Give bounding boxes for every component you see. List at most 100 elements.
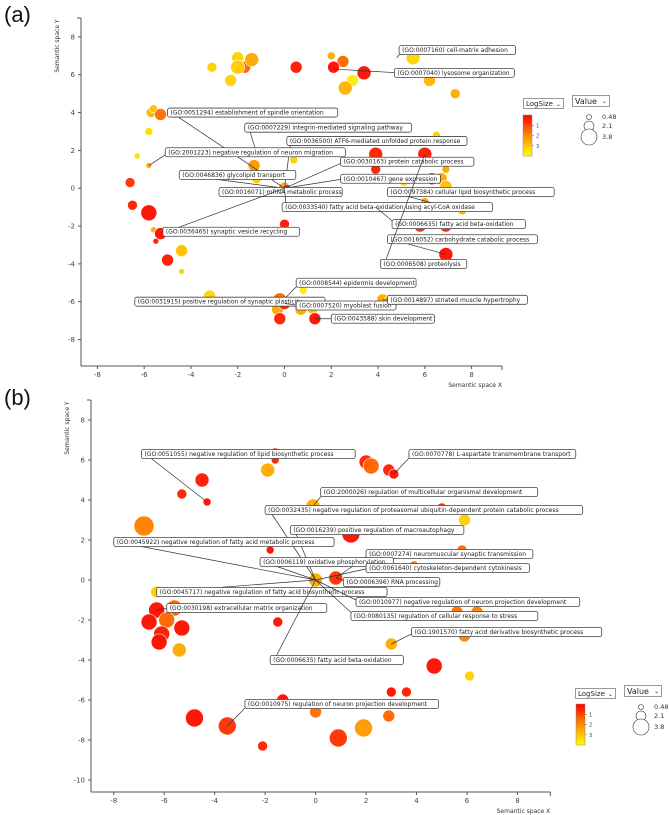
logsize-select-a[interactable]: LogSize ⌄ bbox=[523, 98, 564, 109]
go-term-label: (GO:0006396) RNA processing bbox=[346, 579, 438, 586]
x-tick-label: -6 bbox=[161, 797, 169, 805]
go-term-label: (GO:0061640) cytoskeleton-dependent cyto… bbox=[369, 565, 522, 572]
y-axis-title: Semantic space Y bbox=[64, 401, 71, 455]
bubble bbox=[173, 619, 191, 637]
color-scale-bar bbox=[522, 114, 533, 157]
label-connector bbox=[273, 579, 316, 661]
y-tick-label: 2 bbox=[71, 147, 75, 155]
y-tick-label: -2 bbox=[68, 223, 75, 231]
label-connector bbox=[384, 154, 426, 264]
chevron-down-icon: ⌄ bbox=[601, 98, 607, 105]
go-term-label: (GO:0030198) extracellular matrix organi… bbox=[170, 605, 313, 612]
x-tick-label: 4 bbox=[414, 797, 419, 805]
value-select-a[interactable]: Value ⌄ bbox=[572, 95, 610, 107]
go-term-label: (GO:1901570) fatty acid derivative biosy… bbox=[414, 629, 583, 636]
label-connector bbox=[166, 187, 285, 233]
label-box bbox=[379, 258, 468, 269]
label-box bbox=[408, 449, 577, 459]
x-tick-label: -6 bbox=[141, 371, 149, 379]
go-term-label: (GO:0070778) L-aspartate transmembrane t… bbox=[412, 451, 571, 458]
y-tick-label: 8 bbox=[71, 33, 75, 41]
label-connector bbox=[145, 453, 208, 503]
panel-label-a: (a) bbox=[4, 2, 31, 27]
color-scale-tick-label: 1 bbox=[589, 712, 592, 718]
color-scale-tick-label: 1 bbox=[536, 123, 539, 129]
go-term-label: (GO:0097384) cellular lipid biosynthetic… bbox=[390, 189, 535, 196]
bubble bbox=[172, 642, 187, 658]
label-box bbox=[295, 277, 417, 288]
bubble bbox=[133, 152, 141, 160]
label-box bbox=[340, 156, 475, 167]
y-tick-label: -8 bbox=[78, 737, 85, 745]
x-tick-label: -4 bbox=[211, 797, 219, 805]
label-box bbox=[244, 699, 439, 709]
label-box bbox=[320, 487, 539, 497]
y-tick-label: 4 bbox=[71, 109, 76, 117]
logsize-select-a-label: LogSize bbox=[526, 100, 553, 108]
value-select-b-label: Value bbox=[627, 687, 649, 696]
go-term-label: (GO:0080135) regulation of cellular resp… bbox=[354, 613, 517, 620]
bubble bbox=[272, 616, 284, 628]
bubble bbox=[158, 611, 176, 629]
go-term-label: (GO:0010467) gene expression bbox=[344, 176, 438, 183]
bubble bbox=[150, 633, 168, 651]
label-box bbox=[355, 597, 581, 607]
label-connector bbox=[284, 161, 345, 189]
bubble bbox=[425, 657, 443, 675]
size-legend-label: 3.8 bbox=[654, 723, 664, 731]
label-box bbox=[330, 313, 435, 324]
go-term-label: (GO:0007040) lysosome organization bbox=[397, 70, 509, 77]
bubble bbox=[124, 177, 136, 188]
x-tick-label: 0 bbox=[313, 797, 317, 805]
value-select-b[interactable]: Value ⌄ bbox=[624, 685, 662, 697]
label-box bbox=[164, 147, 346, 158]
go-term-label: (GO:0046836) glycolipid transport bbox=[182, 172, 285, 179]
size-legend-circle bbox=[586, 114, 592, 120]
logsize-select-b[interactable]: LogSize ⌄ bbox=[575, 688, 616, 699]
go-term-label: (GO:0006508) proteolysis bbox=[383, 261, 460, 268]
y-tick-label: 2 bbox=[81, 537, 85, 545]
y-axis-title: Semantic space Y bbox=[54, 19, 61, 73]
bubble bbox=[140, 613, 158, 631]
size-legend-label: 2.1 bbox=[654, 712, 664, 720]
y-tick-label: -8 bbox=[68, 336, 75, 344]
size-legend-circle bbox=[580, 128, 598, 146]
y-tick-label: -6 bbox=[78, 697, 86, 705]
y-tick-label: 4 bbox=[81, 497, 86, 505]
label-box bbox=[281, 202, 493, 213]
bubble bbox=[327, 60, 340, 74]
label-connector bbox=[315, 579, 356, 617]
x-tick-label: 8 bbox=[469, 371, 473, 379]
color-scale-tick-label: 2 bbox=[536, 134, 539, 140]
go-term-label: (GO:0032435) negative regulation of prot… bbox=[268, 507, 558, 514]
go-term-label: (GO:0031915) positive regulation of syna… bbox=[138, 299, 303, 306]
x-tick-label: 4 bbox=[376, 371, 381, 379]
go-term-label: (GO:2001223) negative regulation of neur… bbox=[168, 149, 333, 156]
label-box bbox=[141, 449, 356, 459]
bubble bbox=[247, 159, 261, 172]
go-term-label: (GO:0036465) synaptic vesicle recycling bbox=[166, 229, 288, 236]
x-tick-label: 8 bbox=[515, 797, 519, 805]
go-term-label: (GO:0006635) fatty acid beta-oxidation bbox=[395, 221, 514, 228]
bubble bbox=[326, 51, 336, 61]
color-scale-tick-label: 2 bbox=[589, 723, 592, 729]
bubble bbox=[329, 728, 348, 748]
color-scale-tick-label: 3 bbox=[536, 144, 539, 150]
label-box bbox=[289, 525, 465, 535]
bubble bbox=[206, 61, 218, 73]
value-select-a-label: Value bbox=[575, 97, 597, 106]
scatter-plot-a: -8 -6 -4 -2 0 2 4 6 8 -8 -6 -4 -2 0 2 4 6 8 Semantic space… bbox=[54, 17, 616, 389]
x-tick-label: -8 bbox=[94, 371, 101, 379]
label-connector bbox=[284, 178, 345, 189]
bubble bbox=[244, 52, 260, 67]
go-term-label: (GO:0007160) cell-matrix adhesion bbox=[402, 47, 508, 54]
go-term-label: (GO:2000026) regulation of multicellular… bbox=[324, 489, 523, 496]
y-tick-label: -4 bbox=[78, 657, 86, 665]
y-tick-label: 6 bbox=[71, 71, 76, 79]
go-term-label: (GO:0006635) fatty acid beta-oxidation bbox=[273, 657, 392, 664]
label-box bbox=[386, 294, 528, 305]
go-term-label: (GO:0007520) myoblast fusion bbox=[299, 302, 392, 309]
label-box bbox=[365, 549, 534, 559]
x-tick-label: 2 bbox=[364, 797, 368, 805]
